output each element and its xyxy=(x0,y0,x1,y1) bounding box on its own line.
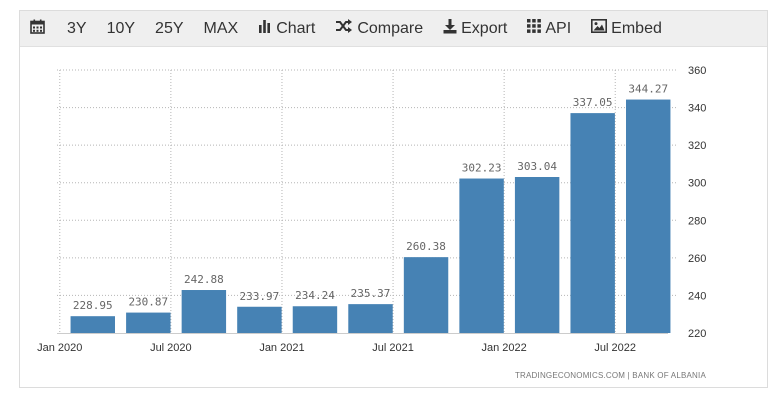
download-icon xyxy=(443,18,461,39)
bar-value-label: 234.24 xyxy=(295,289,335,302)
bar[interactable] xyxy=(181,290,227,333)
x-tick-label: Jul 2021 xyxy=(372,342,414,354)
bar-value-label: 233.97 xyxy=(240,290,280,303)
bar-value-label: 303.04 xyxy=(517,160,557,173)
bar[interactable] xyxy=(570,113,615,333)
y-tick-label: 280 xyxy=(688,215,706,227)
bar-value-label: 235.37 xyxy=(351,287,391,300)
y-tick-label: 360 xyxy=(688,65,706,77)
grid-icon xyxy=(527,19,545,38)
y-tick-label: 260 xyxy=(688,253,706,265)
x-axis-ticks: Jan 2020 Jul 2020 Jan 2021 Jul 2021 Jan 2022… xyxy=(37,342,636,354)
value-labels: 228.95 230.87 242.88 233.97 234.24 235.37 260.… xyxy=(73,83,668,313)
bar[interactable] xyxy=(70,316,115,333)
chart-button[interactable]: Chart xyxy=(258,19,315,38)
bar-value-label: 344.27 xyxy=(628,83,668,96)
calendar-button[interactable] xyxy=(30,19,49,39)
shuffle-icon xyxy=(335,19,357,38)
bar-value-label: 230.87 xyxy=(128,296,168,309)
x-tick-label: Jan 2021 xyxy=(259,342,304,354)
bar-chart-icon xyxy=(258,19,276,38)
bars xyxy=(70,99,671,333)
range-max-button[interactable]: MAX xyxy=(203,19,239,37)
x-tick-label: Jul 2020 xyxy=(150,342,192,354)
range-3y-button[interactable]: 3Y xyxy=(67,19,87,37)
bar-value-label: 260.38 xyxy=(406,240,446,253)
source-credit: TRADINGECONOMICS.COM | BANK OF ALBANIA xyxy=(515,371,707,380)
y-tick-label: 240 xyxy=(688,290,706,302)
y-tick-label: 220 xyxy=(688,328,706,340)
x-tick-label: Jul 2022 xyxy=(594,342,636,354)
bar[interactable] xyxy=(403,257,449,333)
bar-value-label: 242.88 xyxy=(184,273,224,286)
embed-button[interactable]: Embed xyxy=(591,19,662,38)
y-tick-label: 340 xyxy=(688,103,706,115)
grid-lines xyxy=(57,69,676,334)
range-10y-button[interactable]: 10Y xyxy=(106,19,136,37)
bar[interactable] xyxy=(126,312,171,333)
compare-button[interactable]: Compare xyxy=(335,19,423,38)
y-tick-label: 320 xyxy=(688,140,706,152)
chart-toolbar: 3Y 10Y 25Y MAX Chart xyxy=(20,11,767,47)
bar[interactable] xyxy=(348,304,393,333)
range-25y-button[interactable]: 25Y xyxy=(155,19,184,37)
export-button[interactable]: Export xyxy=(443,18,507,39)
bar-value-label: 302.23 xyxy=(462,162,502,175)
api-button[interactable]: API xyxy=(527,19,571,38)
bar[interactable] xyxy=(292,306,338,333)
x-tick-label: Jan 2022 xyxy=(482,342,527,354)
y-tick-label: 300 xyxy=(688,178,706,190)
y-axis-ticks: 220 240 260 280 300 320 340 360 xyxy=(688,65,706,340)
bar[interactable] xyxy=(459,178,504,333)
bar[interactable] xyxy=(514,177,560,333)
bar[interactable] xyxy=(626,99,671,333)
bar-value-label: 228.95 xyxy=(73,299,113,312)
image-icon xyxy=(591,19,611,38)
x-tick-label: Jan 2020 xyxy=(37,342,82,354)
calendar-icon xyxy=(30,19,49,39)
bar-value-label: 337.05 xyxy=(573,96,613,109)
bar[interactable] xyxy=(237,306,282,333)
